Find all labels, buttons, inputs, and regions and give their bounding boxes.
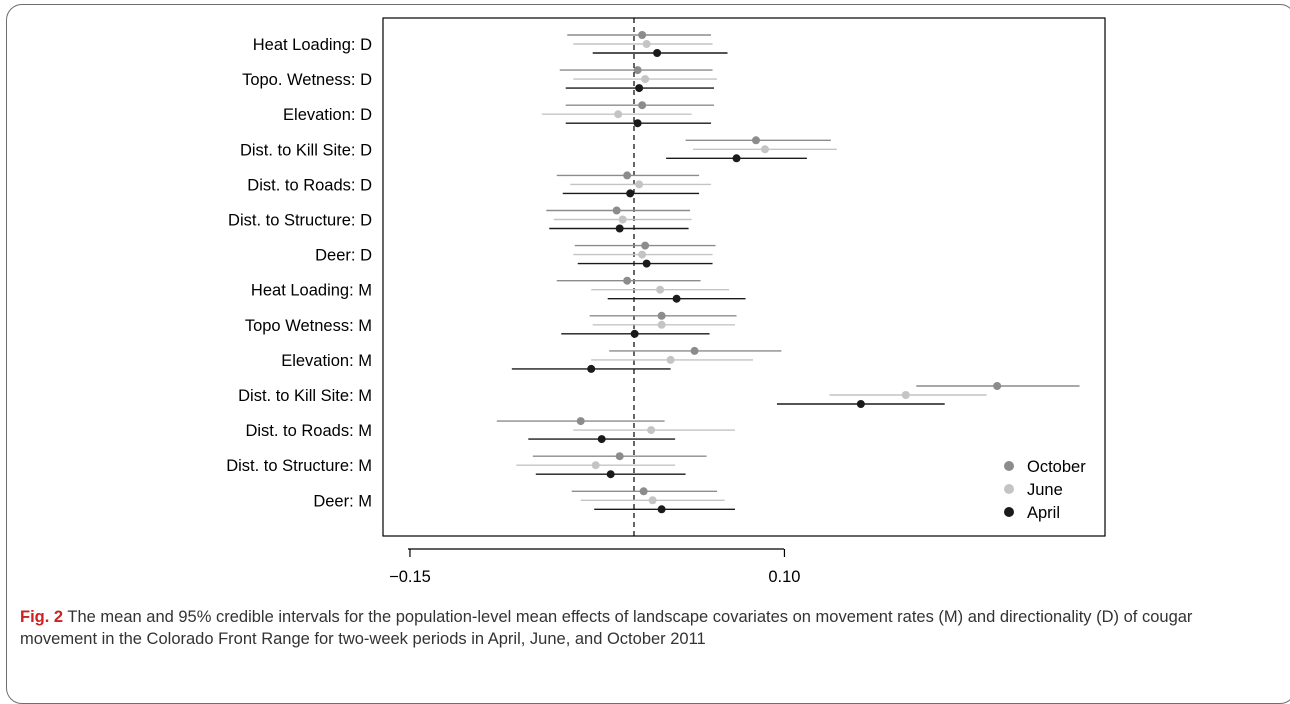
category-label-dist-to-roads-d: Dist. to Roads: D <box>247 176 372 194</box>
point-april-5 <box>615 224 624 233</box>
category-label-dist-to-structure-d: Dist. to Structure: D <box>228 212 372 230</box>
point-june-1 <box>641 75 650 84</box>
point-june-5 <box>618 215 627 224</box>
category-label-elevation-m: Elevation: M <box>281 352 372 370</box>
point-april-3 <box>732 154 741 163</box>
point-april-12 <box>606 470 615 479</box>
point-april-0 <box>653 49 662 57</box>
legend-marker-october <box>1004 461 1014 471</box>
x-ticks: −0.15 0.10 <box>389 549 801 586</box>
category-label-dist-to-kill-site-m: Dist. to Kill Site: M <box>238 387 372 405</box>
category-label-elevation-d: Elevation: D <box>283 106 372 124</box>
point-june-3 <box>760 145 769 154</box>
series-marks <box>496 31 1080 514</box>
point-june-2 <box>614 110 623 119</box>
legend: October June April <box>1004 458 1086 522</box>
category-label-dist-to-roads-m: Dist. to Roads: M <box>245 422 372 440</box>
plot-area <box>382 17 1106 537</box>
legend-marker-april <box>1004 507 1014 517</box>
point-october-3 <box>751 136 760 145</box>
point-june-8 <box>657 320 666 329</box>
point-october-4 <box>623 171 632 180</box>
point-april-6 <box>642 259 651 268</box>
category-label-topo-wetness-m: Topo Wetness: M <box>245 317 372 335</box>
point-october-12 <box>615 452 624 461</box>
point-june-4 <box>635 180 644 189</box>
category-label-heat-loading-d: Heat Loading: D <box>253 36 372 54</box>
legend-label-april: April <box>1027 504 1060 522</box>
point-june-10 <box>901 391 910 399</box>
point-october-7 <box>623 276 632 285</box>
caption-label: Fig. 2 <box>20 608 64 626</box>
point-april-4 <box>626 189 635 198</box>
point-june-12 <box>591 461 600 470</box>
category-label-heat-loading-m: Heat Loading: M <box>251 282 372 300</box>
point-june-9 <box>666 355 675 364</box>
category-labels: Heat Loading: D Topo. Wetness: D Elevation… <box>226 36 372 510</box>
point-april-9 <box>587 364 596 373</box>
category-label-topo-wetness-d: Topo. Wetness: D <box>242 71 372 89</box>
point-october-11 <box>576 417 585 426</box>
legend-label-october: October <box>1027 458 1086 476</box>
point-april-13 <box>657 505 666 514</box>
point-april-1 <box>635 84 644 93</box>
point-june-13 <box>648 496 657 505</box>
caption-text: The mean and 95% credible intervals for … <box>20 608 1193 648</box>
category-label-deer-d: Deer: D <box>315 247 372 265</box>
x-tick-label-0: −0.15 <box>389 568 431 586</box>
point-october-13 <box>639 487 648 496</box>
point-october-0 <box>638 31 647 39</box>
point-october-1 <box>633 66 642 75</box>
point-april-7 <box>672 294 681 303</box>
point-october-8 <box>657 311 666 320</box>
point-october-6 <box>641 241 650 250</box>
category-label-dist-to-kill-site-d: Dist. to Kill Site: D <box>240 141 372 159</box>
legend-marker-june <box>1004 484 1014 494</box>
point-april-11 <box>597 435 606 444</box>
point-april-8 <box>630 329 639 338</box>
point-october-5 <box>612 206 621 215</box>
point-october-10 <box>993 382 1002 390</box>
category-label-dist-to-structure-m: Dist. to Structure: M <box>226 457 372 475</box>
point-june-6 <box>638 250 647 259</box>
forest-plot: Heat Loading: D Topo. Wetness: D Elevation… <box>226 17 1106 586</box>
point-june-0 <box>642 40 651 48</box>
point-june-7 <box>656 285 665 294</box>
point-april-2 <box>633 119 642 128</box>
point-june-11 <box>647 426 656 435</box>
x-tick-label-1: 0.10 <box>768 568 800 586</box>
category-label-deer-m: Deer: M <box>313 492 372 510</box>
figure-caption: Fig. 2 The mean and 95% credible interva… <box>20 606 1270 650</box>
point-october-2 <box>638 101 647 110</box>
point-april-10 <box>856 400 865 408</box>
point-october-9 <box>690 346 699 355</box>
legend-label-june: June <box>1027 481 1063 499</box>
